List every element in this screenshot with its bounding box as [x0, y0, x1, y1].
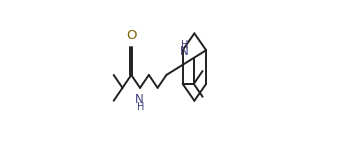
- Text: O: O: [126, 29, 137, 42]
- Text: H: H: [137, 102, 145, 112]
- Text: N: N: [135, 93, 144, 106]
- Text: H: H: [181, 40, 188, 50]
- Text: N: N: [180, 45, 189, 58]
